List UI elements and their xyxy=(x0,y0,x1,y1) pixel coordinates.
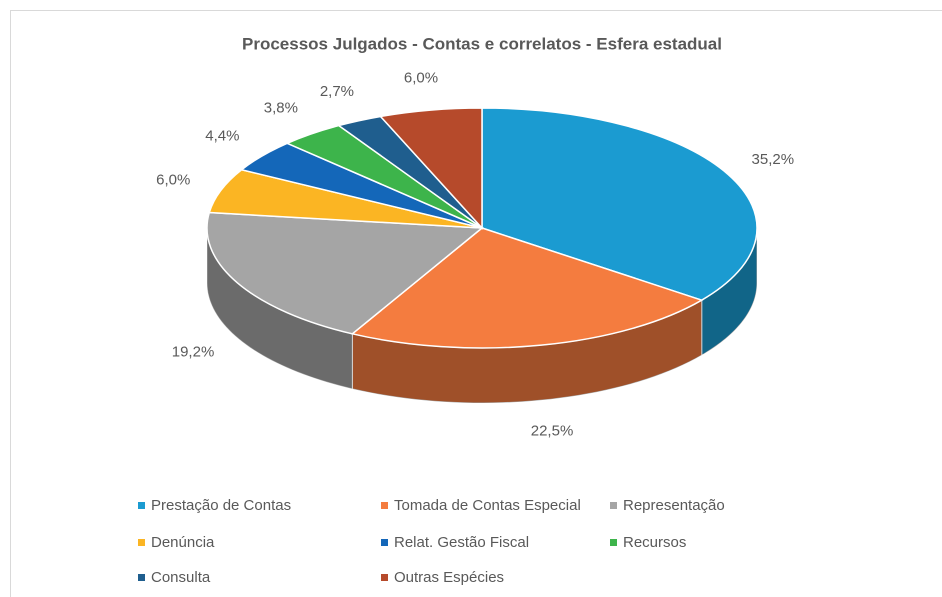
legend-label: Prestação de Contas xyxy=(151,497,291,514)
slice xyxy=(379,107,483,230)
data-label: 22,5% xyxy=(531,422,574,439)
legend-label: Consulta xyxy=(151,569,211,586)
legend-label: Outras Espécies xyxy=(394,569,504,586)
legend-swatch xyxy=(138,539,145,546)
data-label: 3,8% xyxy=(264,100,298,117)
slice xyxy=(481,107,758,301)
data-label: 4,4% xyxy=(205,128,239,145)
slice-side-shade xyxy=(352,300,702,403)
legend-swatch xyxy=(381,574,388,581)
legend-swatch xyxy=(138,574,145,581)
slice xyxy=(206,211,484,335)
legend-label: Relat. Gestão Fiscal xyxy=(394,534,529,551)
legend-label: Denúncia xyxy=(151,534,215,551)
slice-side-shade xyxy=(701,228,757,356)
legend-swatch xyxy=(610,502,617,509)
data-label: 19,2% xyxy=(172,344,215,361)
data-label: 6,0% xyxy=(404,70,438,87)
data-label: 6,0% xyxy=(156,171,190,188)
legend-swatch xyxy=(138,502,145,509)
legend-swatch xyxy=(381,539,388,546)
chart-title: Processos Julgados - Contas e correlatos… xyxy=(242,34,722,53)
legend-label: Tomada de Contas Especial xyxy=(394,497,581,514)
slice xyxy=(350,227,704,349)
legend-swatch xyxy=(381,502,388,509)
legend-label: Recursos xyxy=(623,534,686,551)
legend-swatch xyxy=(610,539,617,546)
data-label: 2,7% xyxy=(320,83,354,100)
slice-side-shade xyxy=(207,228,353,389)
legend-label: Representação xyxy=(623,497,725,514)
data-label: 35,2% xyxy=(752,151,795,168)
